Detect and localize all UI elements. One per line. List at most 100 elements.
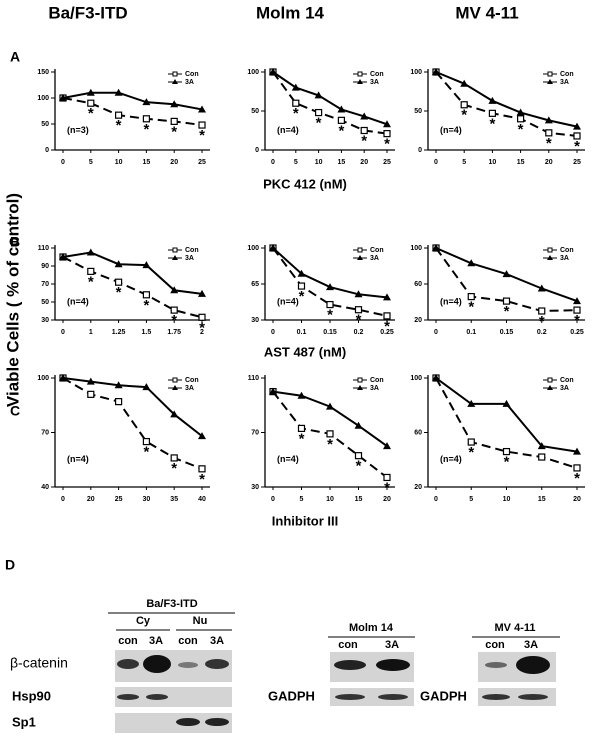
series-line [62, 91, 203, 111]
lane: 3A [385, 639, 399, 651]
note: (n=4) [277, 296, 299, 306]
x-tick-label: 0.1 [466, 329, 476, 336]
x-tick-label: 25 [573, 159, 581, 166]
significance: * [327, 436, 333, 453]
note: (n=4) [277, 454, 299, 464]
legend-label: Con [370, 71, 384, 78]
significance: * [574, 138, 580, 155]
x-tick-label: 0 [434, 159, 438, 166]
blot [330, 688, 414, 706]
y-tick-label: 60 [414, 429, 422, 436]
legend-label: Con [185, 377, 199, 384]
marker [142, 437, 150, 446]
band [378, 694, 408, 700]
x-tick-label: 35 [170, 496, 178, 503]
significance: * [199, 471, 205, 488]
series-line [435, 71, 578, 137]
y-tick-label: 100 [247, 245, 259, 252]
x-tick-label: 0.25 [570, 329, 584, 336]
lane: con [178, 635, 198, 647]
marker [354, 421, 363, 429]
marker [198, 465, 206, 473]
y-tick-label: 100 [410, 245, 422, 252]
legend-label: 3A [560, 79, 569, 86]
legend-marker [172, 79, 178, 84]
marker [142, 291, 150, 299]
x-tick-label: 0 [61, 159, 65, 166]
marker [516, 115, 525, 123]
marker [142, 98, 151, 106]
marker [326, 300, 334, 309]
marker [467, 399, 476, 407]
legend-label: 3A [185, 79, 194, 86]
lane: 3A [210, 635, 224, 647]
significance: * [171, 123, 177, 140]
x-tick-label: 20 [383, 496, 391, 503]
x-tick-label: 40 [198, 496, 206, 503]
y-tick-label: 30 [251, 317, 259, 324]
y-tick-label: 30 [251, 484, 259, 491]
band [117, 694, 139, 700]
y-tick-label: 100 [247, 69, 259, 76]
panel-letter: B [10, 234, 20, 250]
marker [114, 381, 123, 389]
y-tick-label: 150 [37, 69, 49, 76]
series-line [435, 247, 578, 313]
marker [502, 270, 511, 278]
series-line [272, 71, 388, 135]
significance: * [199, 319, 205, 336]
series-line [62, 377, 203, 437]
x-tick-label: 0 [61, 496, 65, 503]
legend-marker [172, 71, 178, 77]
x-tick-label: 2 [200, 329, 204, 336]
marker [170, 117, 178, 126]
note: (n=4) [440, 125, 462, 135]
y-tick-label: 110 [38, 245, 49, 252]
series-line [62, 256, 203, 319]
x-tick-label: 0.1 [297, 329, 307, 336]
legend-label: 3A [370, 385, 379, 392]
significance: * [338, 122, 344, 139]
panel-letter: C [10, 403, 20, 419]
x-tick-label: 0 [434, 496, 438, 503]
legend-marker [172, 247, 178, 253]
fraction: Cy [136, 615, 151, 627]
column-header: Ba/F3-ITD [48, 3, 127, 22]
row-label: β-catenin [10, 655, 68, 671]
significance: * [468, 299, 474, 316]
marker [269, 244, 277, 251]
marker [502, 447, 511, 456]
significance: * [199, 127, 205, 144]
marker [86, 377, 95, 385]
y-tick-label: 70 [41, 281, 49, 288]
lane: 3A [149, 635, 163, 647]
band [518, 694, 548, 700]
significance: * [489, 115, 495, 132]
y-tick-label: 70 [251, 429, 259, 436]
legend-marker [357, 79, 363, 84]
marker [354, 290, 363, 298]
y-tick-label: 50 [41, 121, 49, 128]
marker [114, 260, 123, 268]
x-tick-label: 0 [61, 329, 65, 336]
legend-label: Con [370, 377, 384, 384]
panel-letter: D [5, 557, 15, 573]
marker [170, 306, 178, 314]
x-tick-label: 20 [573, 496, 581, 503]
lane: con [485, 639, 505, 651]
y-tick-label: 20 [414, 484, 422, 491]
marker [516, 108, 525, 116]
legend-marker [547, 79, 553, 84]
significance: * [116, 284, 122, 301]
x-axis-label: PKC 412 (nM) [263, 176, 347, 191]
marker [198, 432, 206, 440]
marker [114, 88, 123, 96]
significance: * [299, 430, 305, 447]
marker [170, 100, 179, 108]
band [485, 662, 507, 668]
marker [86, 88, 95, 96]
marker [326, 402, 334, 410]
legend-label: Con [185, 71, 199, 78]
blot-group: Ba/F3-ITD Cy Nu con 3A con 3A β-catenin … [10, 598, 235, 733]
